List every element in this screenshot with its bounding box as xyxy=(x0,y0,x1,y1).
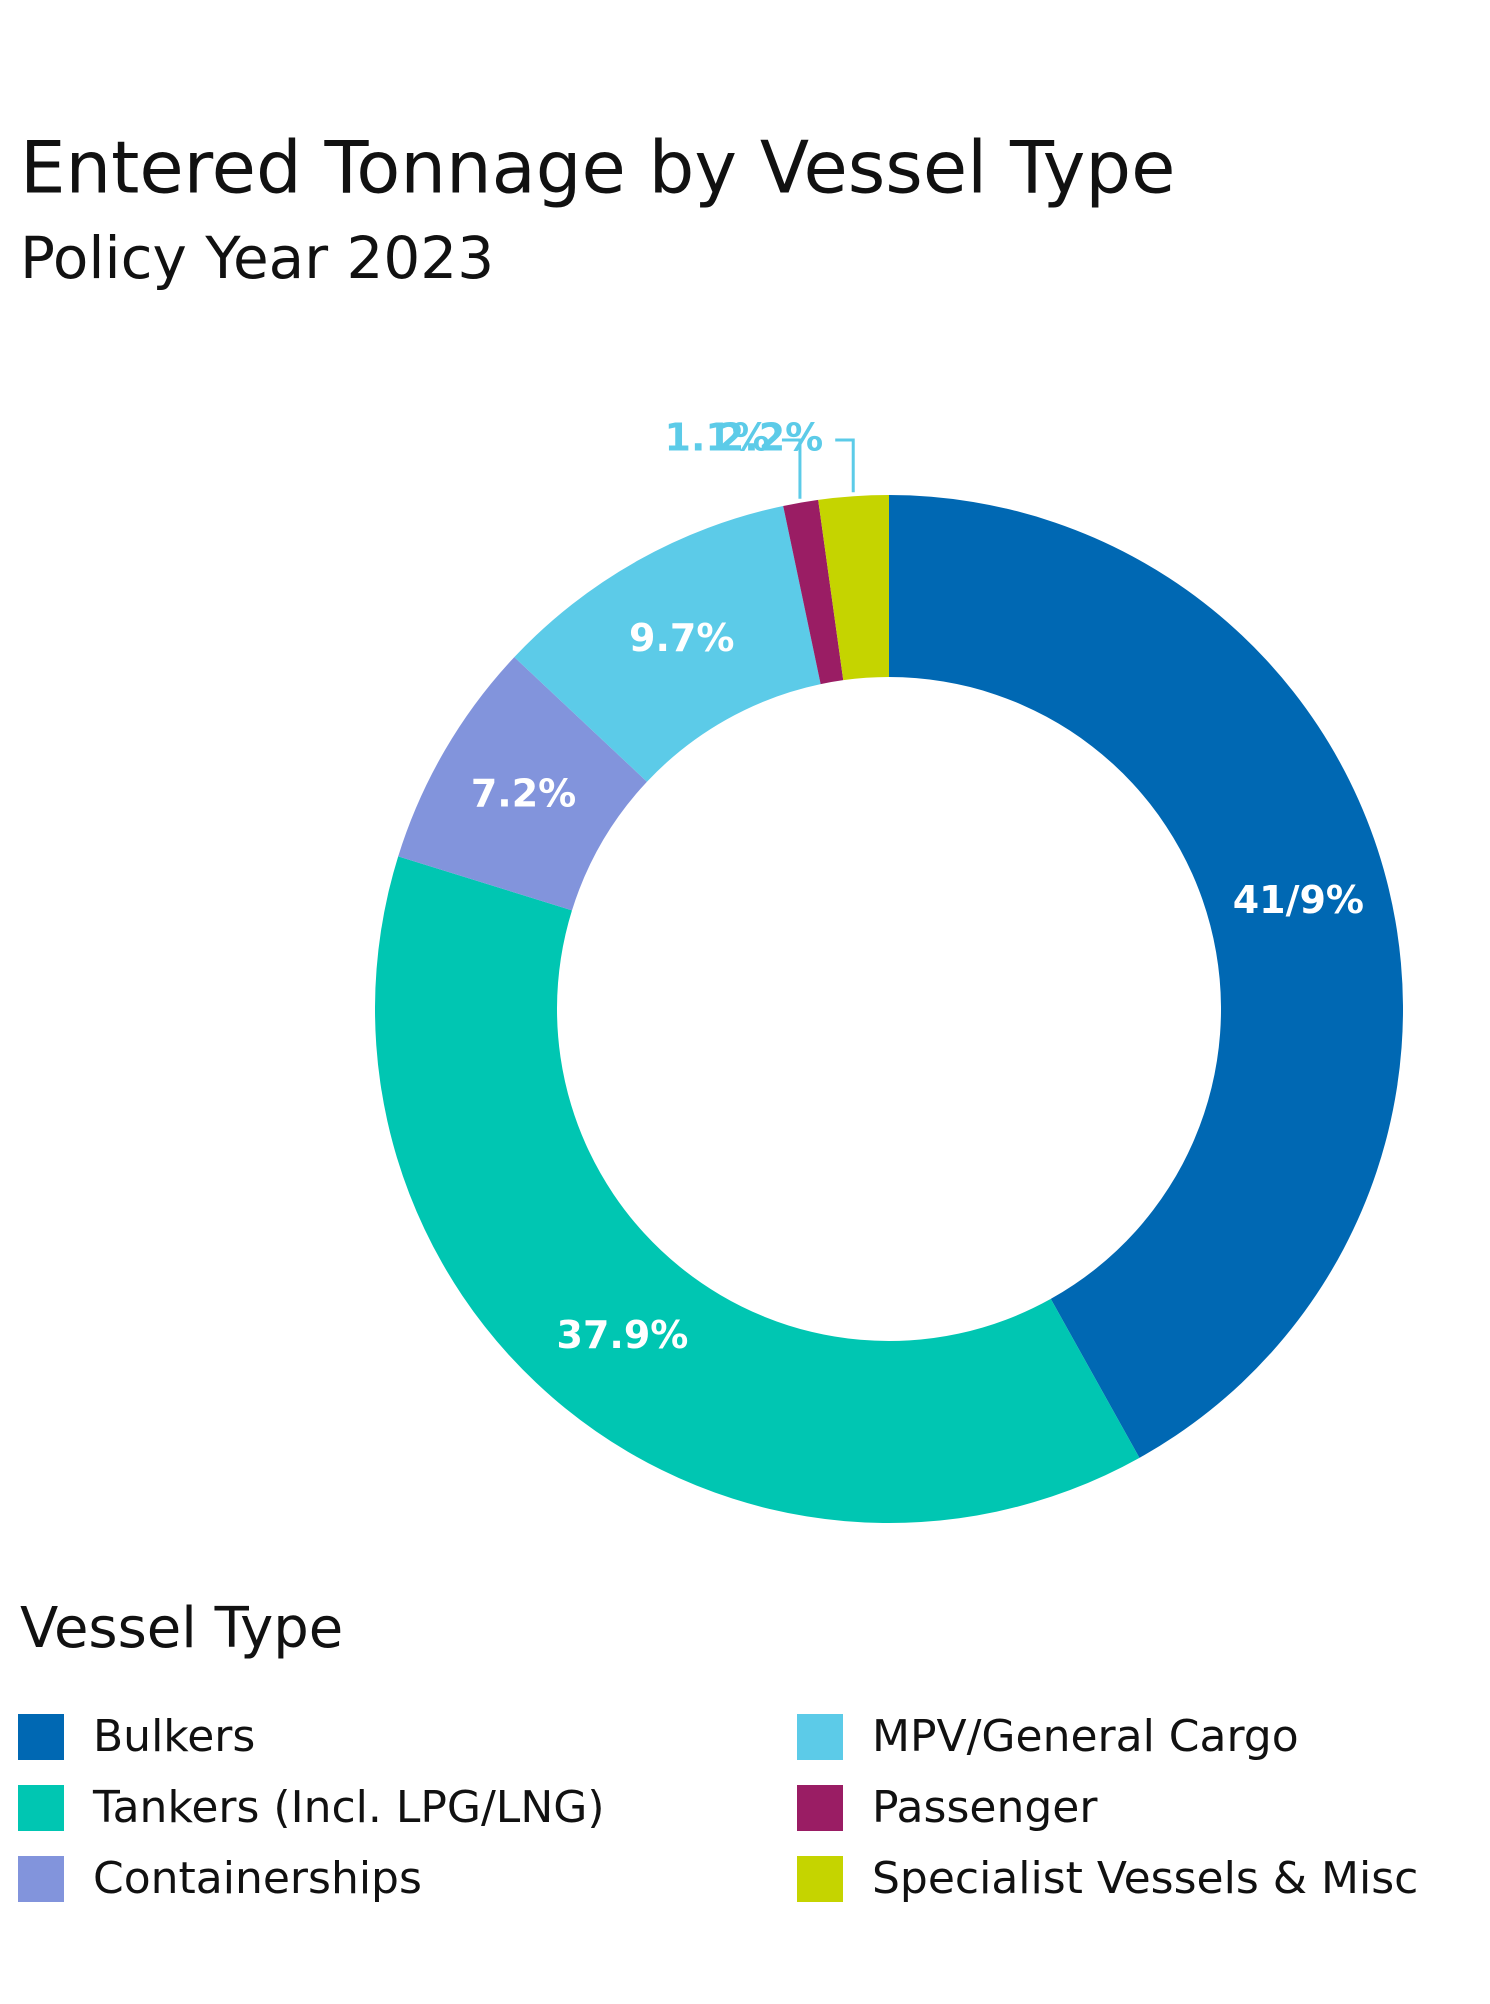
legend-swatch xyxy=(797,1714,843,1760)
chart-subtitle: Policy Year 2023 xyxy=(20,224,494,292)
legend-title: Vessel Type xyxy=(20,1596,343,1661)
donut-segment xyxy=(514,506,821,782)
data-label: 2.2% xyxy=(718,416,823,460)
legend-label: Bulkers xyxy=(93,1711,255,1762)
legend-label: Passenger xyxy=(872,1782,1098,1833)
legend-swatch xyxy=(18,1785,64,1831)
donut-segment xyxy=(783,499,844,685)
legend-label: Specialist Vessels & Misc xyxy=(872,1853,1418,1904)
legend-label: MPV/General Cargo xyxy=(872,1711,1299,1762)
data-label: 1.1% xyxy=(665,416,770,460)
legend-swatch xyxy=(18,1856,64,1902)
donut-segment xyxy=(889,495,1404,1458)
legend-swatch xyxy=(18,1714,64,1760)
data-label: 7.2% xyxy=(471,771,576,815)
donut-segment xyxy=(374,856,1140,1523)
legend-label: Containerships xyxy=(93,1853,422,1904)
leader-line xyxy=(835,438,855,493)
leader-line xyxy=(781,438,802,499)
donut-segment xyxy=(818,495,889,681)
data-label: 41/9% xyxy=(1233,878,1364,922)
chart-title: Entered Tonnage by Vessel Type xyxy=(20,126,1175,210)
legend-swatch xyxy=(797,1785,843,1831)
data-label: 37.9% xyxy=(557,1313,689,1357)
donut-segment xyxy=(398,657,647,911)
data-label: 9.7% xyxy=(629,616,734,660)
legend-label: Tankers (Incl. LPG/LNG) xyxy=(92,1782,605,1833)
legend-swatch xyxy=(797,1856,843,1902)
